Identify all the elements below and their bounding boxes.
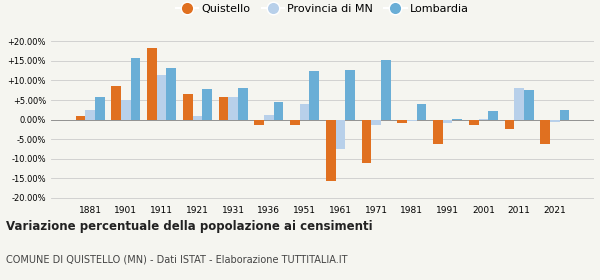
- Bar: [433, 120, 443, 144]
- Bar: [452, 119, 462, 120]
- Bar: [76, 116, 85, 120]
- Bar: [416, 104, 427, 120]
- Bar: [479, 119, 488, 120]
- Text: COMUNE DI QUISTELLO (MN) - Dati ISTAT - Elaborazione TUTTITALIA.IT: COMUNE DI QUISTELLO (MN) - Dati ISTAT - …: [6, 255, 347, 265]
- Bar: [541, 120, 550, 144]
- Bar: [85, 110, 95, 120]
- Bar: [193, 116, 202, 120]
- Bar: [397, 120, 407, 123]
- Bar: [147, 48, 157, 120]
- Bar: [488, 111, 498, 120]
- Bar: [407, 120, 416, 121]
- Bar: [362, 120, 371, 162]
- Legend: Quistello, Provincia di MN, Lombardia: Quistello, Provincia di MN, Lombardia: [172, 0, 473, 18]
- Bar: [202, 89, 212, 120]
- Bar: [326, 120, 335, 181]
- Bar: [371, 120, 381, 125]
- Bar: [274, 102, 283, 120]
- Bar: [290, 120, 300, 125]
- Bar: [505, 120, 514, 129]
- Bar: [183, 94, 193, 120]
- Bar: [560, 110, 569, 120]
- Bar: [166, 67, 176, 120]
- Bar: [335, 120, 345, 149]
- Bar: [238, 88, 248, 120]
- Bar: [514, 88, 524, 120]
- Bar: [229, 97, 238, 120]
- Bar: [310, 71, 319, 120]
- Bar: [264, 115, 274, 120]
- Bar: [381, 60, 391, 120]
- Bar: [131, 58, 140, 120]
- Bar: [254, 120, 264, 125]
- Bar: [443, 120, 452, 123]
- Bar: [345, 70, 355, 120]
- Bar: [300, 104, 310, 120]
- Bar: [218, 97, 229, 120]
- Bar: [550, 120, 560, 122]
- Bar: [121, 100, 131, 120]
- Bar: [112, 86, 121, 120]
- Text: Variazione percentuale della popolazione ai censimenti: Variazione percentuale della popolazione…: [6, 220, 373, 233]
- Bar: [469, 120, 479, 125]
- Bar: [95, 97, 104, 120]
- Bar: [524, 90, 533, 120]
- Bar: [157, 75, 166, 120]
